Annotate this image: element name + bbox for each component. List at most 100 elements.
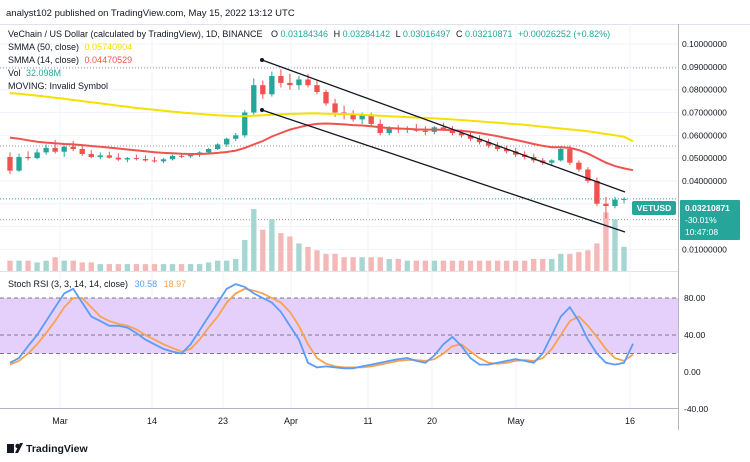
sma50-label[interactable]: SMMA (50, close) bbox=[8, 42, 79, 52]
ohlc-o-label: O bbox=[271, 29, 278, 39]
svg-text:VeChain / US Dollar (calculate: VeChain / US Dollar (calculated by Tradi… bbox=[8, 29, 610, 39]
volume-bar bbox=[43, 260, 49, 271]
candle-body bbox=[269, 76, 275, 95]
volume-bar bbox=[296, 243, 302, 271]
candle-body bbox=[7, 156, 13, 171]
candle-body bbox=[242, 112, 248, 136]
ohlc-h: 0.03284142 bbox=[343, 29, 391, 39]
volume-bar bbox=[494, 260, 501, 271]
candle-body bbox=[594, 180, 600, 204]
volume-bar bbox=[612, 219, 618, 271]
channel-lower-line bbox=[261, 109, 626, 233]
volume-bar bbox=[567, 253, 573, 271]
stoch-label[interactable]: Stoch RSI (3, 3, 14, 14, close) bbox=[8, 279, 128, 289]
candle-body bbox=[16, 156, 22, 171]
candle-body bbox=[233, 135, 239, 139]
moving-label[interactable]: MOVING: Invalid Symbol bbox=[8, 81, 108, 91]
channel-upper-line bbox=[261, 59, 626, 193]
candle-body bbox=[467, 135, 474, 139]
volume-bar bbox=[178, 264, 185, 271]
candle-body bbox=[485, 142, 492, 146]
volume-bar bbox=[260, 229, 266, 271]
volume-bar bbox=[314, 250, 320, 271]
stoch-k-value: 30.58 bbox=[135, 279, 158, 289]
price-tick-label: 0.10000000 bbox=[682, 39, 727, 49]
candle-body bbox=[585, 169, 591, 181]
volume-bar bbox=[512, 260, 519, 271]
svg-text:Stoch RSI (3, 3, 14, 14, close: Stoch RSI (3, 3, 14, 14, close) 30.58 18… bbox=[8, 279, 186, 289]
candle-body bbox=[260, 85, 266, 95]
volume-bar bbox=[503, 260, 510, 271]
volume-bar bbox=[215, 260, 221, 271]
volume-bar bbox=[431, 260, 438, 271]
candle-body bbox=[494, 145, 501, 149]
candle-body bbox=[25, 156, 31, 159]
time-tick-label: 16 bbox=[625, 416, 635, 426]
vol-label[interactable]: Vol bbox=[8, 68, 21, 78]
tradingview-logo-icon bbox=[7, 443, 23, 453]
candle-body bbox=[368, 114, 374, 124]
sma14-label[interactable]: SMMA (14, close) bbox=[8, 55, 79, 65]
volume-bar bbox=[16, 260, 22, 271]
candle-body bbox=[124, 158, 131, 160]
volume-bar bbox=[224, 260, 230, 271]
tradingview-logo[interactable]: TradingView bbox=[7, 443, 88, 455]
volume-bar bbox=[142, 264, 149, 271]
volume-bar bbox=[413, 260, 419, 271]
svg-text:SMMA (50, close) 0.05740: SMMA (50, close) 0.05740904 bbox=[8, 42, 132, 52]
candle-body bbox=[558, 149, 564, 161]
main-legend: VeChain / US Dollar (calculated by Tradi… bbox=[8, 29, 610, 91]
vol-value: 32.098M bbox=[26, 68, 61, 78]
symbol-tag-bg bbox=[632, 201, 676, 215]
price-tick-label: 0.08000000 bbox=[682, 85, 727, 95]
volume-bar bbox=[61, 260, 67, 271]
candle-body bbox=[278, 76, 284, 83]
candle-body bbox=[52, 147, 58, 152]
candle-body bbox=[576, 162, 582, 170]
candle-body bbox=[169, 155, 176, 160]
candle-body bbox=[503, 149, 510, 152]
candle-body bbox=[549, 160, 555, 163]
candle-body bbox=[305, 79, 311, 86]
price-tag-bg bbox=[680, 200, 740, 240]
symbol-title[interactable]: VeChain / US Dollar (calculated by Tradi… bbox=[8, 29, 262, 39]
volume-bar bbox=[341, 257, 347, 271]
candle-body bbox=[133, 158, 140, 160]
volume-bar bbox=[621, 246, 627, 271]
candle-body bbox=[79, 149, 85, 155]
stoch-rsi-lines bbox=[9, 283, 634, 370]
ohlc-c: 0.03210871 bbox=[465, 29, 513, 39]
descending-channel bbox=[260, 58, 626, 233]
candle-body bbox=[151, 160, 158, 162]
candle-body bbox=[251, 85, 257, 113]
candle-body bbox=[621, 198, 627, 200]
volume-bar bbox=[97, 264, 103, 271]
volume-bar bbox=[106, 264, 112, 271]
price-tick-label: 0.05000000 bbox=[682, 153, 727, 163]
ohlc-c-label: C bbox=[456, 29, 463, 39]
channel-handle[interactable] bbox=[260, 58, 264, 62]
sma14-value: 0.04470529 bbox=[85, 55, 133, 65]
candle-body bbox=[422, 130, 429, 132]
volume-bar bbox=[603, 212, 609, 271]
volume-bar bbox=[395, 258, 401, 271]
volume-bar bbox=[187, 264, 194, 271]
candle-body bbox=[88, 154, 94, 157]
candle-body bbox=[106, 155, 112, 158]
volume-bar bbox=[531, 258, 537, 271]
volume-bar bbox=[440, 260, 447, 271]
volume-bars bbox=[7, 209, 627, 271]
ohlc-l-label: L bbox=[396, 29, 401, 39]
sma50-value: 0.05740904 bbox=[85, 42, 133, 52]
candle-body bbox=[359, 114, 365, 120]
volume-bar bbox=[594, 243, 600, 271]
channel-handle[interactable] bbox=[260, 108, 264, 112]
brand-name: TradingView bbox=[26, 443, 88, 455]
price-tag-pct: -30.01% bbox=[685, 215, 717, 225]
candle-body bbox=[314, 85, 320, 92]
volume-bar bbox=[576, 252, 582, 271]
candle-body bbox=[512, 151, 519, 155]
volume-bar bbox=[558, 253, 564, 271]
